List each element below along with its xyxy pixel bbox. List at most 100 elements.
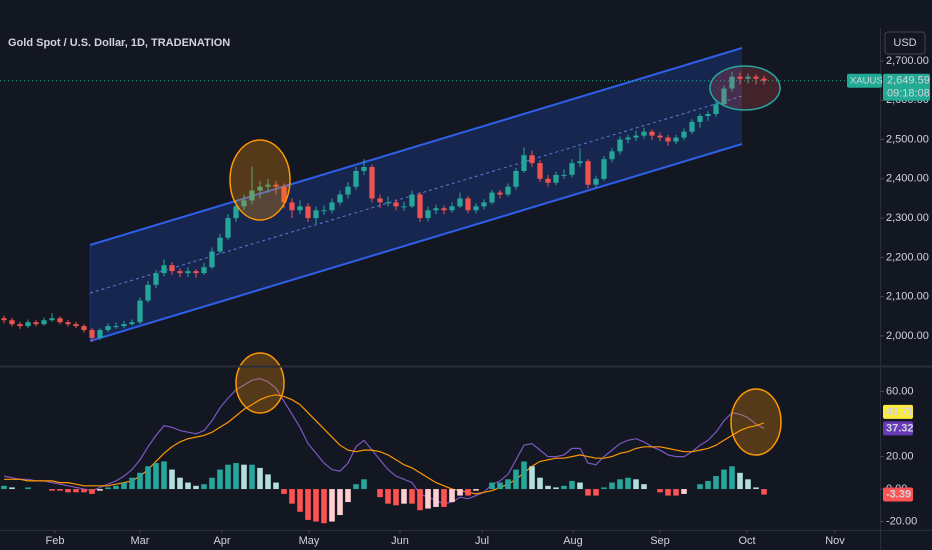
candle-body — [345, 186, 351, 195]
histogram-bar — [121, 482, 127, 490]
candle-body — [489, 192, 495, 203]
candle-body — [129, 322, 135, 325]
candle-body — [513, 170, 519, 187]
histogram-bar — [321, 489, 327, 524]
candle-body — [625, 137, 631, 140]
candle-body — [225, 218, 231, 238]
histogram-bar — [257, 467, 263, 490]
candle-body — [537, 163, 543, 179]
histogram-bar — [521, 461, 527, 490]
histogram-bar — [177, 477, 183, 490]
candle-body — [457, 198, 463, 207]
histogram-bar — [625, 477, 631, 490]
candle-body — [177, 271, 183, 274]
candle-body — [377, 198, 383, 203]
histogram-bar — [673, 489, 679, 496]
candle-body — [57, 318, 63, 323]
value-label-box — [883, 487, 913, 502]
channel-lower — [89, 143, 743, 342]
candle-body — [121, 324, 127, 327]
candle-body — [361, 167, 367, 171]
histogram-bar — [537, 477, 543, 490]
candle-body — [201, 267, 207, 274]
candle-body — [609, 151, 615, 160]
y-tick-label: 20.00 — [886, 450, 914, 462]
candle-body — [321, 210, 327, 212]
candle-body — [241, 200, 247, 207]
candle-body — [281, 186, 287, 203]
candle-body — [729, 76, 735, 89]
histogram-bar — [737, 472, 743, 490]
candle-body — [649, 131, 655, 136]
candle-body — [17, 324, 23, 327]
candle-body — [697, 115, 703, 122]
histogram-bar — [137, 472, 143, 490]
histogram-bar — [73, 489, 79, 493]
marks — [0, 71, 880, 524]
histogram-bar — [81, 489, 87, 493]
histogram-bar — [561, 485, 567, 490]
candle-body — [561, 174, 567, 176]
histogram-bar — [633, 479, 639, 490]
x-tick-label: Apr — [213, 535, 230, 547]
histogram-bar — [401, 489, 407, 504]
histogram-bar — [289, 489, 295, 504]
candle-body — [473, 206, 479, 211]
candle-body — [529, 155, 535, 164]
candle-body — [577, 161, 583, 164]
y-tick-label: 2,000.00 — [886, 330, 929, 342]
histogram-bar — [665, 489, 671, 496]
candle-body — [289, 202, 295, 211]
x-tick-label: Oct — [738, 535, 755, 547]
highlights — [229, 65, 782, 456]
histogram-bar — [313, 489, 319, 522]
y-tick-label: 60.00 — [886, 385, 914, 397]
y-tick-label: 2,500.00 — [886, 133, 929, 145]
candle-body — [249, 190, 255, 201]
candle-body — [33, 322, 39, 325]
histogram-bar — [25, 487, 31, 490]
candle-body — [465, 198, 471, 211]
header-bar — [0, 0, 932, 28]
candle-body — [761, 78, 767, 81]
countdown-label: 09:18:08 — [887, 88, 930, 100]
histogram-bar — [273, 482, 279, 490]
candle-body — [73, 324, 79, 327]
highlight-ellipse — [730, 388, 782, 456]
candle-body — [337, 194, 343, 203]
histogram-bar — [425, 489, 431, 509]
histogram-bar — [281, 489, 287, 494]
candle-body — [409, 194, 415, 207]
candle-body — [689, 121, 695, 132]
candle-body — [417, 194, 423, 219]
candle-body — [481, 202, 487, 207]
histogram-bar — [297, 489, 303, 512]
histogram-bar — [393, 489, 399, 506]
candle-body — [705, 114, 711, 116]
histogram-bar — [473, 489, 479, 491]
histogram-bar — [441, 489, 447, 507]
histogram-bar — [641, 484, 647, 490]
candle-body — [673, 137, 679, 142]
candle-body — [745, 76, 751, 79]
x-tick-label: Sep — [650, 535, 670, 547]
value-label: 40.71 — [886, 406, 914, 418]
candle-body — [401, 206, 407, 208]
axis-labels: Feb Mar Apr May Jun Jul Aug Sep Oct Nov 2,000.00 2,… — [46, 55, 930, 547]
histogram-bar — [513, 469, 519, 490]
candle-body — [497, 192, 503, 195]
candle-body — [305, 206, 311, 219]
histogram-bar — [577, 482, 583, 490]
candle-body — [313, 210, 319, 219]
histogram-bar — [353, 484, 359, 490]
highlight-ellipse — [235, 352, 285, 414]
candle-body — [617, 139, 623, 152]
candle-body — [753, 76, 759, 79]
currency-button[interactable] — [884, 31, 926, 55]
histogram-bar — [433, 489, 439, 507]
candle-body — [185, 271, 191, 274]
x-tick-label: Jul — [475, 535, 489, 547]
histogram-bar — [225, 464, 231, 490]
last-price-box — [883, 73, 930, 101]
